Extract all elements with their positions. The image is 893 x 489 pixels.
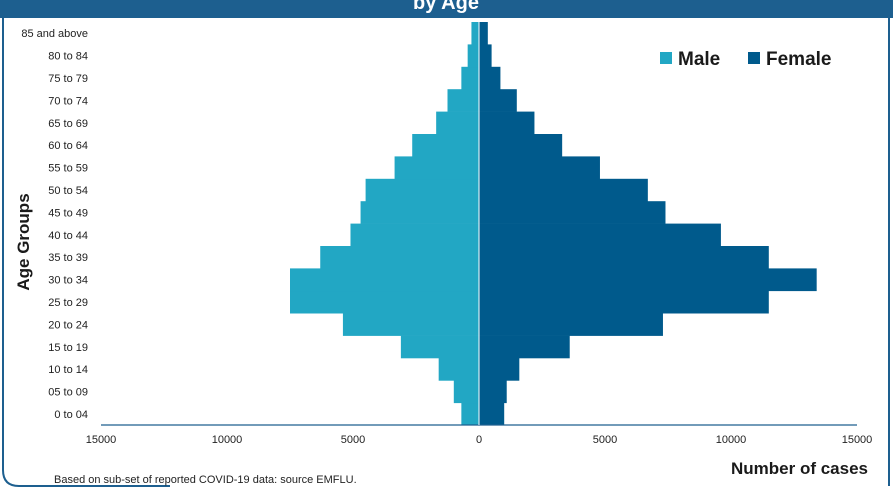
legend-label-female: Female: [766, 49, 831, 70]
bar-female-4: [479, 313, 663, 336]
bar-female-9: [479, 201, 666, 224]
chart-title: by Age: [413, 0, 479, 14]
bar-male-15: [461, 66, 479, 90]
bar-female-8: [479, 223, 721, 247]
x-tick-label-3: 0: [476, 434, 482, 446]
y-tick-label-4: 20 to 24: [48, 319, 88, 331]
bar-female-12: [479, 134, 563, 157]
x-tick-labels: 15000 10000 5000 0 5000 10000 15000: [86, 434, 873, 446]
bar-female-13: [479, 111, 535, 135]
x-tick-label-4: 5000: [593, 434, 617, 446]
footnote: Based on sub-set of reported COVID-19 da…: [54, 474, 357, 486]
y-tick-label-9: 45 to 49: [48, 207, 88, 219]
y-tick-label-7: 35 to 39: [48, 252, 88, 264]
y-tick-label-6: 30 to 34: [48, 275, 88, 287]
title-banner: [0, 0, 893, 18]
bar-female-6: [479, 268, 817, 292]
y-tick-label-5: 25 to 29: [48, 297, 88, 309]
y-tick-label-14: 70 to 74: [48, 95, 88, 107]
bar-male-5: [290, 290, 479, 314]
bar-male-8: [350, 223, 479, 247]
x-tick-label-2: 5000: [341, 434, 365, 446]
bar-male-17: [471, 22, 479, 45]
bar-male-12: [412, 134, 479, 157]
x-tick-label-6: 15000: [842, 434, 873, 446]
legend: Male Female: [660, 49, 831, 70]
y-tick-label-3: 15 to 19: [48, 342, 88, 354]
bar-male-16: [467, 44, 479, 68]
bar-male-4: [342, 313, 479, 336]
bar-male-1: [453, 380, 479, 404]
bar-female-10: [479, 178, 648, 202]
bar-female-1: [479, 380, 507, 404]
bar-female-5: [479, 290, 769, 314]
x-tick-label-0: 15000: [86, 434, 117, 446]
legend-swatch-male: [660, 52, 672, 64]
bar-female-14: [479, 89, 517, 112]
bar-female-17: [479, 22, 488, 45]
bar-male-3: [400, 335, 479, 359]
bar-male-0: [461, 402, 479, 426]
y-tick-label-10: 50 to 54: [48, 185, 88, 197]
y-tick-label-11: 55 to 59: [48, 163, 88, 175]
y-tick-label-2: 10 to 14: [48, 364, 88, 376]
bar-male-14: [447, 89, 479, 112]
frame-left-border: [2, 18, 170, 487]
y-tick-label-8: 40 to 44: [48, 230, 88, 242]
y-tick-labels: 0 to 04 05 to 09 10 to 14 15 to 19 20 to 24 2…: [21, 28, 88, 421]
bar-female-2: [479, 358, 520, 381]
bars-group: [290, 22, 817, 426]
y-tick-label-16: 80 to 84: [48, 51, 88, 63]
bar-female-3: [479, 335, 570, 359]
x-tick-label-1: 10000: [212, 434, 243, 446]
x-tick-label-5: 10000: [716, 434, 747, 446]
bar-female-11: [479, 156, 600, 180]
y-tick-label-15: 75 to 79: [48, 73, 88, 85]
y-tick-label-17: 85 and above: [21, 28, 88, 40]
y-tick-label-12: 60 to 64: [48, 140, 88, 152]
y-tick-label-0: 0 to 04: [54, 409, 88, 421]
bar-female-7: [479, 246, 769, 269]
bar-male-9: [360, 201, 479, 224]
bar-male-13: [436, 111, 479, 135]
bar-female-0: [479, 402, 505, 426]
bar-male-11: [394, 156, 479, 180]
legend-swatch-female: [748, 52, 760, 64]
legend-label-male: Male: [678, 49, 720, 70]
y-axis-title: Age Groups: [14, 193, 33, 290]
bar-female-16: [479, 44, 492, 68]
y-tick-label-13: 65 to 69: [48, 118, 88, 130]
bar-male-2: [438, 358, 479, 381]
x-axis-title: Number of cases: [731, 459, 868, 478]
bar-male-6: [290, 268, 479, 292]
bar-female-15: [479, 66, 501, 90]
y-tick-label-1: 05 to 09: [48, 387, 88, 399]
bar-male-10: [365, 178, 479, 202]
bar-male-7: [320, 246, 479, 269]
